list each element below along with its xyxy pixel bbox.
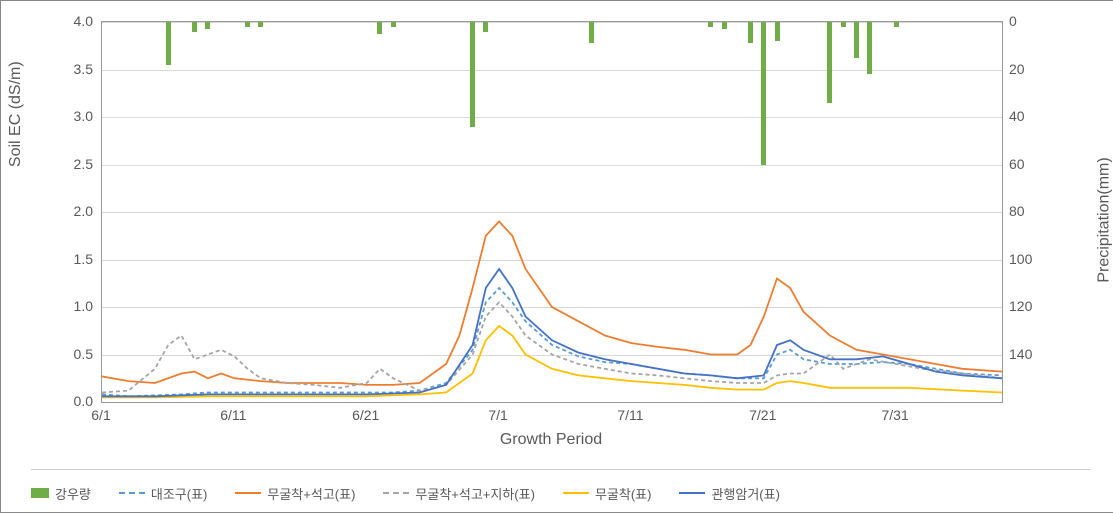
legend-swatch-bar [31,488,49,498]
y-right-tick: 20 [1009,61,1049,77]
y-left-tick: 0.0 [53,393,93,409]
x-tick: 6/1 [91,407,110,423]
legend: 강우량 대조구(표) 무굴착+석고(표) 무굴착+석고+지하(표) 무굴착(표) 관행암거… [31,469,1091,508]
x-tick: 7/21 [749,407,776,423]
legend-item: 무굴착(표) [563,484,652,503]
legend-label: 강우량 [55,484,91,503]
series-line [102,288,1002,396]
y-axis-right-label: Precipitation(mm) [1095,157,1113,282]
y-left-tick: 3.0 [53,108,93,124]
series-line [102,326,1002,397]
x-axis: 6/16/116/217/17/117/217/31 [101,401,1001,431]
legend-label: 무굴착+석고+지하(표) [415,484,535,503]
legend-swatch-line [563,492,589,494]
legend-label: 무굴착(표) [595,484,652,503]
legend-item: 무굴착+석고(표) [235,484,355,503]
legend-item: 관행암거(표) [679,484,779,503]
y-left-tick: 2.0 [53,203,93,219]
legend-swatch-line [235,492,261,494]
x-axis-label: Growth Period [101,431,1001,449]
series-line [102,222,1002,385]
legend-item: 강우량 [31,484,91,503]
x-tick: 7/11 [617,407,643,423]
x-tick: 7/1 [488,407,507,423]
y-left-tick: 1.5 [53,251,93,267]
legend-item: 무굴착+석고+지하(표) [383,484,535,503]
y-axis-right: 020406080100120140 [1001,21,1101,401]
x-tick: 7/31 [881,407,908,423]
x-tick: 6/11 [220,407,246,423]
y-left-tick: 4.0 [53,13,93,29]
legend-item: 대조구(표) [119,484,208,503]
y-left-tick: 2.5 [53,156,93,172]
y-right-tick: 60 [1009,156,1049,172]
y-right-tick: 40 [1009,108,1049,124]
series-line [102,269,1002,396]
y-left-tick: 0.5 [53,346,93,362]
legend-label: 관행암거(표) [711,484,779,503]
line-series-svg [102,22,1002,402]
y-right-tick: 0 [1009,13,1049,29]
y-right-tick: 120 [1009,298,1049,314]
legend-label: 대조구(표) [151,484,208,503]
plot-area [101,21,1003,403]
legend-swatch-line [679,492,705,494]
legend-swatch-line [119,492,145,494]
y-right-tick: 100 [1009,251,1049,267]
legend-label: 무굴착+석고(표) [267,484,355,503]
legend-swatch-line [383,492,409,494]
y-left-tick: 3.5 [53,61,93,77]
y-axis-left-label: Soil EC (dS/m) [7,61,25,167]
x-tick: 6/21 [352,407,379,423]
y-right-tick: 140 [1009,346,1049,362]
y-right-tick: 80 [1009,203,1049,219]
y-left-tick: 1.0 [53,298,93,314]
chart-container: 0.0 0.5 1.0 1.5 2.0 2.5 3.0 3.5 4.0 Soil EC (dS/… [0,0,1113,513]
